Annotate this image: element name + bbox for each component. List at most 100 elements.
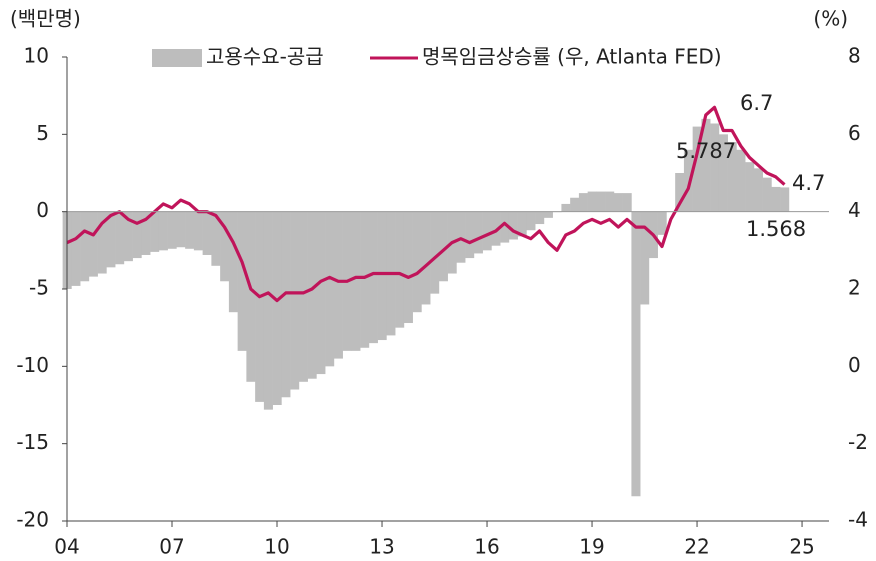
y-tick-label: 10	[24, 44, 49, 68]
legend-label: 명목임금상승률 (우, Atlanta FED)	[422, 45, 722, 69]
bar	[193, 211, 203, 251]
legend-label: 고용수요-공급	[206, 45, 324, 69]
bar	[316, 211, 326, 375]
x-tick-label: 13	[369, 535, 394, 559]
bar	[692, 126, 702, 212]
bar	[762, 177, 772, 212]
bar	[123, 211, 133, 262]
bar	[360, 211, 370, 348]
y2-tick-label: -2	[848, 430, 868, 454]
line	[66, 105, 786, 303]
x-tick-label: 04	[54, 535, 79, 559]
bar	[613, 193, 623, 212]
bar	[377, 211, 387, 341]
bar	[596, 191, 606, 212]
legend-swatch	[152, 49, 202, 67]
bar	[657, 211, 667, 235]
bar	[307, 211, 317, 379]
y2-tick-label: 0	[848, 353, 861, 377]
bar	[237, 211, 247, 351]
bar	[675, 173, 685, 212]
y2-axis-label: (%)	[813, 7, 848, 31]
y-tick-label: -20	[16, 508, 49, 532]
bar	[701, 118, 711, 212]
bar	[272, 211, 282, 405]
y-tick-label: 0	[36, 198, 49, 222]
bar	[430, 211, 440, 294]
bar	[220, 211, 230, 282]
bar	[535, 211, 545, 225]
bar	[141, 211, 151, 255]
bar	[255, 211, 265, 402]
legend: 고용수요-공급 명목임금상승률 (우, Atlanta FED)	[152, 45, 722, 69]
x-tick-label: 07	[159, 535, 184, 559]
bar	[500, 211, 510, 243]
bar	[631, 211, 641, 497]
bar	[578, 193, 588, 212]
y-tick-label: 5	[36, 121, 49, 145]
bar	[727, 142, 737, 212]
bar	[150, 211, 160, 252]
bar	[517, 211, 527, 237]
bar	[587, 191, 597, 212]
bar	[88, 211, 98, 277]
bar	[368, 211, 378, 344]
bar	[605, 191, 615, 212]
bar	[351, 211, 361, 351]
bar	[640, 211, 650, 305]
bar	[80, 211, 90, 282]
bar	[570, 197, 580, 212]
bar	[482, 211, 492, 251]
y2-tick-label: 8	[848, 44, 861, 68]
bar	[683, 149, 693, 212]
bar	[106, 211, 116, 268]
bar	[403, 211, 413, 324]
bar	[543, 211, 553, 218]
bar	[526, 211, 536, 231]
bar	[71, 211, 81, 286]
bar	[325, 211, 335, 367]
bar	[281, 211, 291, 398]
bar	[228, 211, 238, 313]
bar	[167, 211, 177, 249]
plot	[62, 105, 829, 497]
bar	[158, 211, 168, 251]
bar	[491, 211, 501, 246]
bar	[333, 211, 343, 359]
bar	[508, 211, 518, 240]
y2-tick-label: 4	[848, 198, 861, 222]
bar	[745, 162, 755, 212]
bar	[263, 211, 273, 410]
bar	[561, 203, 571, 212]
bar	[211, 211, 221, 266]
annotation: 4.7	[792, 171, 825, 195]
x-tick-label: 10	[264, 535, 289, 559]
bar	[710, 123, 720, 212]
bar	[718, 134, 728, 212]
bar	[412, 211, 422, 313]
bar	[473, 211, 483, 254]
bar	[290, 211, 300, 390]
bar	[202, 211, 212, 255]
y-tick-label: -15	[16, 430, 49, 454]
x-tick-label: 22	[684, 535, 709, 559]
bar	[132, 211, 142, 259]
y-axis-label: (백만명)	[10, 7, 81, 31]
x-tick-label: 25	[789, 535, 814, 559]
bar	[395, 211, 405, 328]
y-tick-label: -10	[16, 353, 49, 377]
bar	[298, 211, 308, 382]
bar	[115, 211, 125, 265]
bar	[438, 211, 448, 282]
bar	[185, 211, 195, 249]
y2-tick-label: -4	[848, 508, 868, 532]
y2-tick-label: 2	[848, 276, 861, 300]
bar	[465, 211, 475, 259]
x-tick-label: 19	[579, 535, 604, 559]
bar	[736, 149, 746, 212]
bar	[771, 186, 781, 212]
bar	[753, 168, 763, 212]
annotation: 1.568	[746, 217, 806, 241]
annotation: 6.7	[740, 91, 773, 115]
